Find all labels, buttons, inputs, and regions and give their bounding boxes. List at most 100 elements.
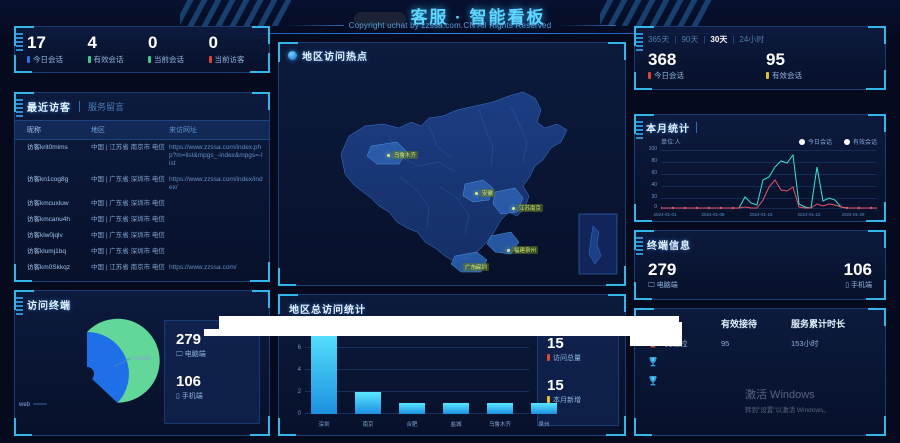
table-row[interactable]: 访客kmcuxluw 中国 | 广东省 深圳市 电信	[15, 196, 269, 212]
terminal-info-panel: 终端信息 279 🖵 电脑端 106 ▯ 手机端	[634, 230, 886, 300]
table-row[interactable]: 访客klw0jqlv 中国 | 广东省 深圳市 电信	[15, 228, 269, 244]
donut-label-mobile: mobile	[133, 356, 151, 362]
legend-valid-sessions[interactable]: 有效会话	[843, 137, 877, 146]
kpi-value: 17	[27, 33, 46, 52]
x-tick-4: 2024-01-29	[841, 212, 865, 217]
page-title: 客服 · 智能看板	[0, 3, 900, 28]
cell-nickname: 访客kmcanu4h	[27, 216, 70, 223]
terminal-info-title: 终端信息	[647, 241, 691, 252]
legend-dot	[798, 138, 805, 145]
period-valid-sessions: 95 有效会话	[766, 50, 884, 81]
cell-nickname: 访客klw0jqlv	[27, 232, 63, 239]
kpi-dot	[148, 56, 151, 63]
column-nickname: 昵称	[27, 127, 41, 134]
bar-label-5: 泉州	[538, 422, 550, 428]
copyright-text: Copyright uchat by zzssa.com.CN All Righ…	[348, 21, 552, 30]
kpi-label: 当前访客	[208, 54, 264, 65]
x-tick-1: 2024-01-08	[701, 212, 725, 217]
month-line-chart: 100 80 60 40 20 0 2024-01-01 2024-01-08 …	[639, 146, 879, 217]
tab-30d[interactable]: 30天	[710, 35, 728, 44]
redaction-bar-horizontal	[219, 316, 679, 331]
column-url: 来访网址	[169, 127, 197, 134]
visitors-table-body[interactable]: 访客krit0mims 中国 | 江苏省 南京市 电信 https://www.…	[15, 140, 269, 272]
access-terminal-title: 访问终端	[27, 301, 71, 312]
cell-region: 中国 | 江苏省 南京市 电信	[91, 144, 165, 151]
copyright-rule-right	[556, 25, 617, 27]
legend-dot	[843, 138, 850, 145]
column-duration: 服务累计时长	[791, 319, 846, 329]
table-row[interactable]: 访客km0Skkqz 中国 | 江苏省 南京市 电信 https://www.z…	[15, 260, 269, 272]
cell-url: https://www.zzssa.com/	[169, 264, 237, 271]
column-region: 地区	[91, 127, 105, 134]
bar-label-2: 合肥	[406, 422, 418, 428]
panel-ribs	[636, 33, 643, 55]
table-row[interactable]: 访客kmcanu4h 中国 | 广东省 深圳市 电信	[15, 212, 269, 228]
region-total-visits-title: 地区总访问统计	[289, 305, 366, 316]
x-tick-0: 2024-01-01	[653, 212, 677, 217]
svg-text:3: 3	[652, 376, 655, 381]
table-row[interactable]: 访客krit0mims 中国 | 江苏省 南京市 电信 https://www.…	[15, 140, 269, 172]
globe-icon	[288, 51, 297, 60]
table-row[interactable]: 3	[635, 368, 885, 387]
map-label: 广东深圳	[463, 263, 490, 271]
bar-label-3: 盐城	[450, 422, 462, 428]
terminal-side-stats: 279 🖵 电脑端 106 ▯ 手机端	[164, 320, 260, 424]
table-row[interactable]: 访客klumj1bq 中国 | 广东省 深圳市 电信	[15, 244, 269, 260]
bar-label-4: 乌鲁木齐	[488, 422, 511, 428]
tab-365d[interactable]: 365天	[648, 35, 670, 44]
map-label: 安徽	[480, 189, 496, 197]
recent-visitors-title: 最近访客	[27, 103, 71, 114]
panel-ribs	[636, 121, 643, 143]
tab-24h[interactable]: 24小时	[739, 35, 765, 44]
region-hotspot-title: 地区访问热点	[302, 52, 368, 63]
legend-today-sessions[interactable]: 今日会话	[798, 137, 832, 146]
trophy-silver-icon: 2	[647, 356, 659, 368]
svg-text:2: 2	[652, 357, 655, 362]
device-pc-label: 🖵 电脑端	[648, 282, 678, 289]
kpi-summary-panel: 17 今日会话 4 有效会话 0 当前会话 0 当前访客	[14, 26, 270, 73]
kpi-today-sessions: 17 今日会话	[21, 34, 82, 65]
cell-duration: 153小时	[791, 338, 819, 348]
x-tick-3: 2024-01-22	[797, 212, 821, 217]
china-map[interactable]: 乌鲁木齐 安徽 江苏南京 福建泉州 广东深圳	[279, 66, 625, 282]
redaction-bar-horizontal-2	[204, 329, 680, 336]
mobile-count: 106	[176, 373, 202, 390]
bar-0	[311, 326, 337, 414]
panel-ribs	[16, 33, 23, 55]
month-stats-panel: 本月统计 单位:人 今日会话 有效会话 100 80 60 40 20 0	[634, 114, 886, 222]
cell-url	[169, 200, 269, 208]
total-visits-label: 访问总量	[547, 353, 618, 363]
logo-mask	[354, 11, 407, 26]
device-mobile-value: 106	[843, 260, 872, 279]
x-tick-2: 2024-01-15	[749, 212, 773, 217]
panel-ribs	[636, 237, 643, 259]
title-divider	[79, 101, 80, 112]
period-today-sessions: 368 今日会话	[648, 50, 766, 81]
panel-ribs	[16, 99, 23, 121]
kpi-current-visitors: 0 当前访客	[203, 34, 264, 65]
map-label: 福建泉州	[512, 246, 539, 254]
tab-90d[interactable]: 90天	[681, 35, 699, 44]
kpi-label: 有效会话	[87, 54, 143, 65]
region-bar-chart: 0 2 4 6 8 深圳 南京 合肥 盐城 乌鲁木齐 泉州	[283, 322, 557, 432]
map-marker-dot	[512, 207, 515, 210]
panel-ribs	[16, 297, 23, 319]
period-summary-panel: 365天 | 90天 | 30天 | 24小时 368 今日会话 95 有效会话	[634, 26, 886, 90]
cell-url: https://www.zzssa.com/index/index/	[169, 176, 263, 191]
region-hotspot-panel: 地区访问热点	[278, 42, 626, 286]
table-row[interactable]: 访客kn1cog8g 中国 | 广东省 深圳市 电信 https://www.z…	[15, 172, 269, 196]
kpi-value: 0	[148, 33, 158, 52]
device-mobile: 106 ▯ 手机端	[780, 260, 885, 290]
bar-label-0: 深圳	[318, 422, 330, 428]
cell-region: 中国 | 广东省 深圳市 电信	[91, 216, 165, 223]
table-row[interactable]: 2	[635, 349, 885, 368]
cell-region: 中国 | 广东省 深圳市 电信	[91, 248, 165, 255]
bar-1	[355, 392, 381, 414]
period-value: 95	[766, 50, 785, 69]
access-terminal-panel: 访问终端 mobile web 279 🖵 电脑端 106 ▯ 手机端	[14, 290, 270, 436]
tab-service-messages[interactable]: 服务留言	[88, 102, 125, 112]
donut-label-web: web	[19, 402, 31, 408]
device-pc: 279 🖵 电脑端	[648, 260, 766, 290]
cell-region: 中国 | 广东省 深圳市 电信	[91, 176, 165, 183]
pc-count: 279	[176, 331, 202, 348]
